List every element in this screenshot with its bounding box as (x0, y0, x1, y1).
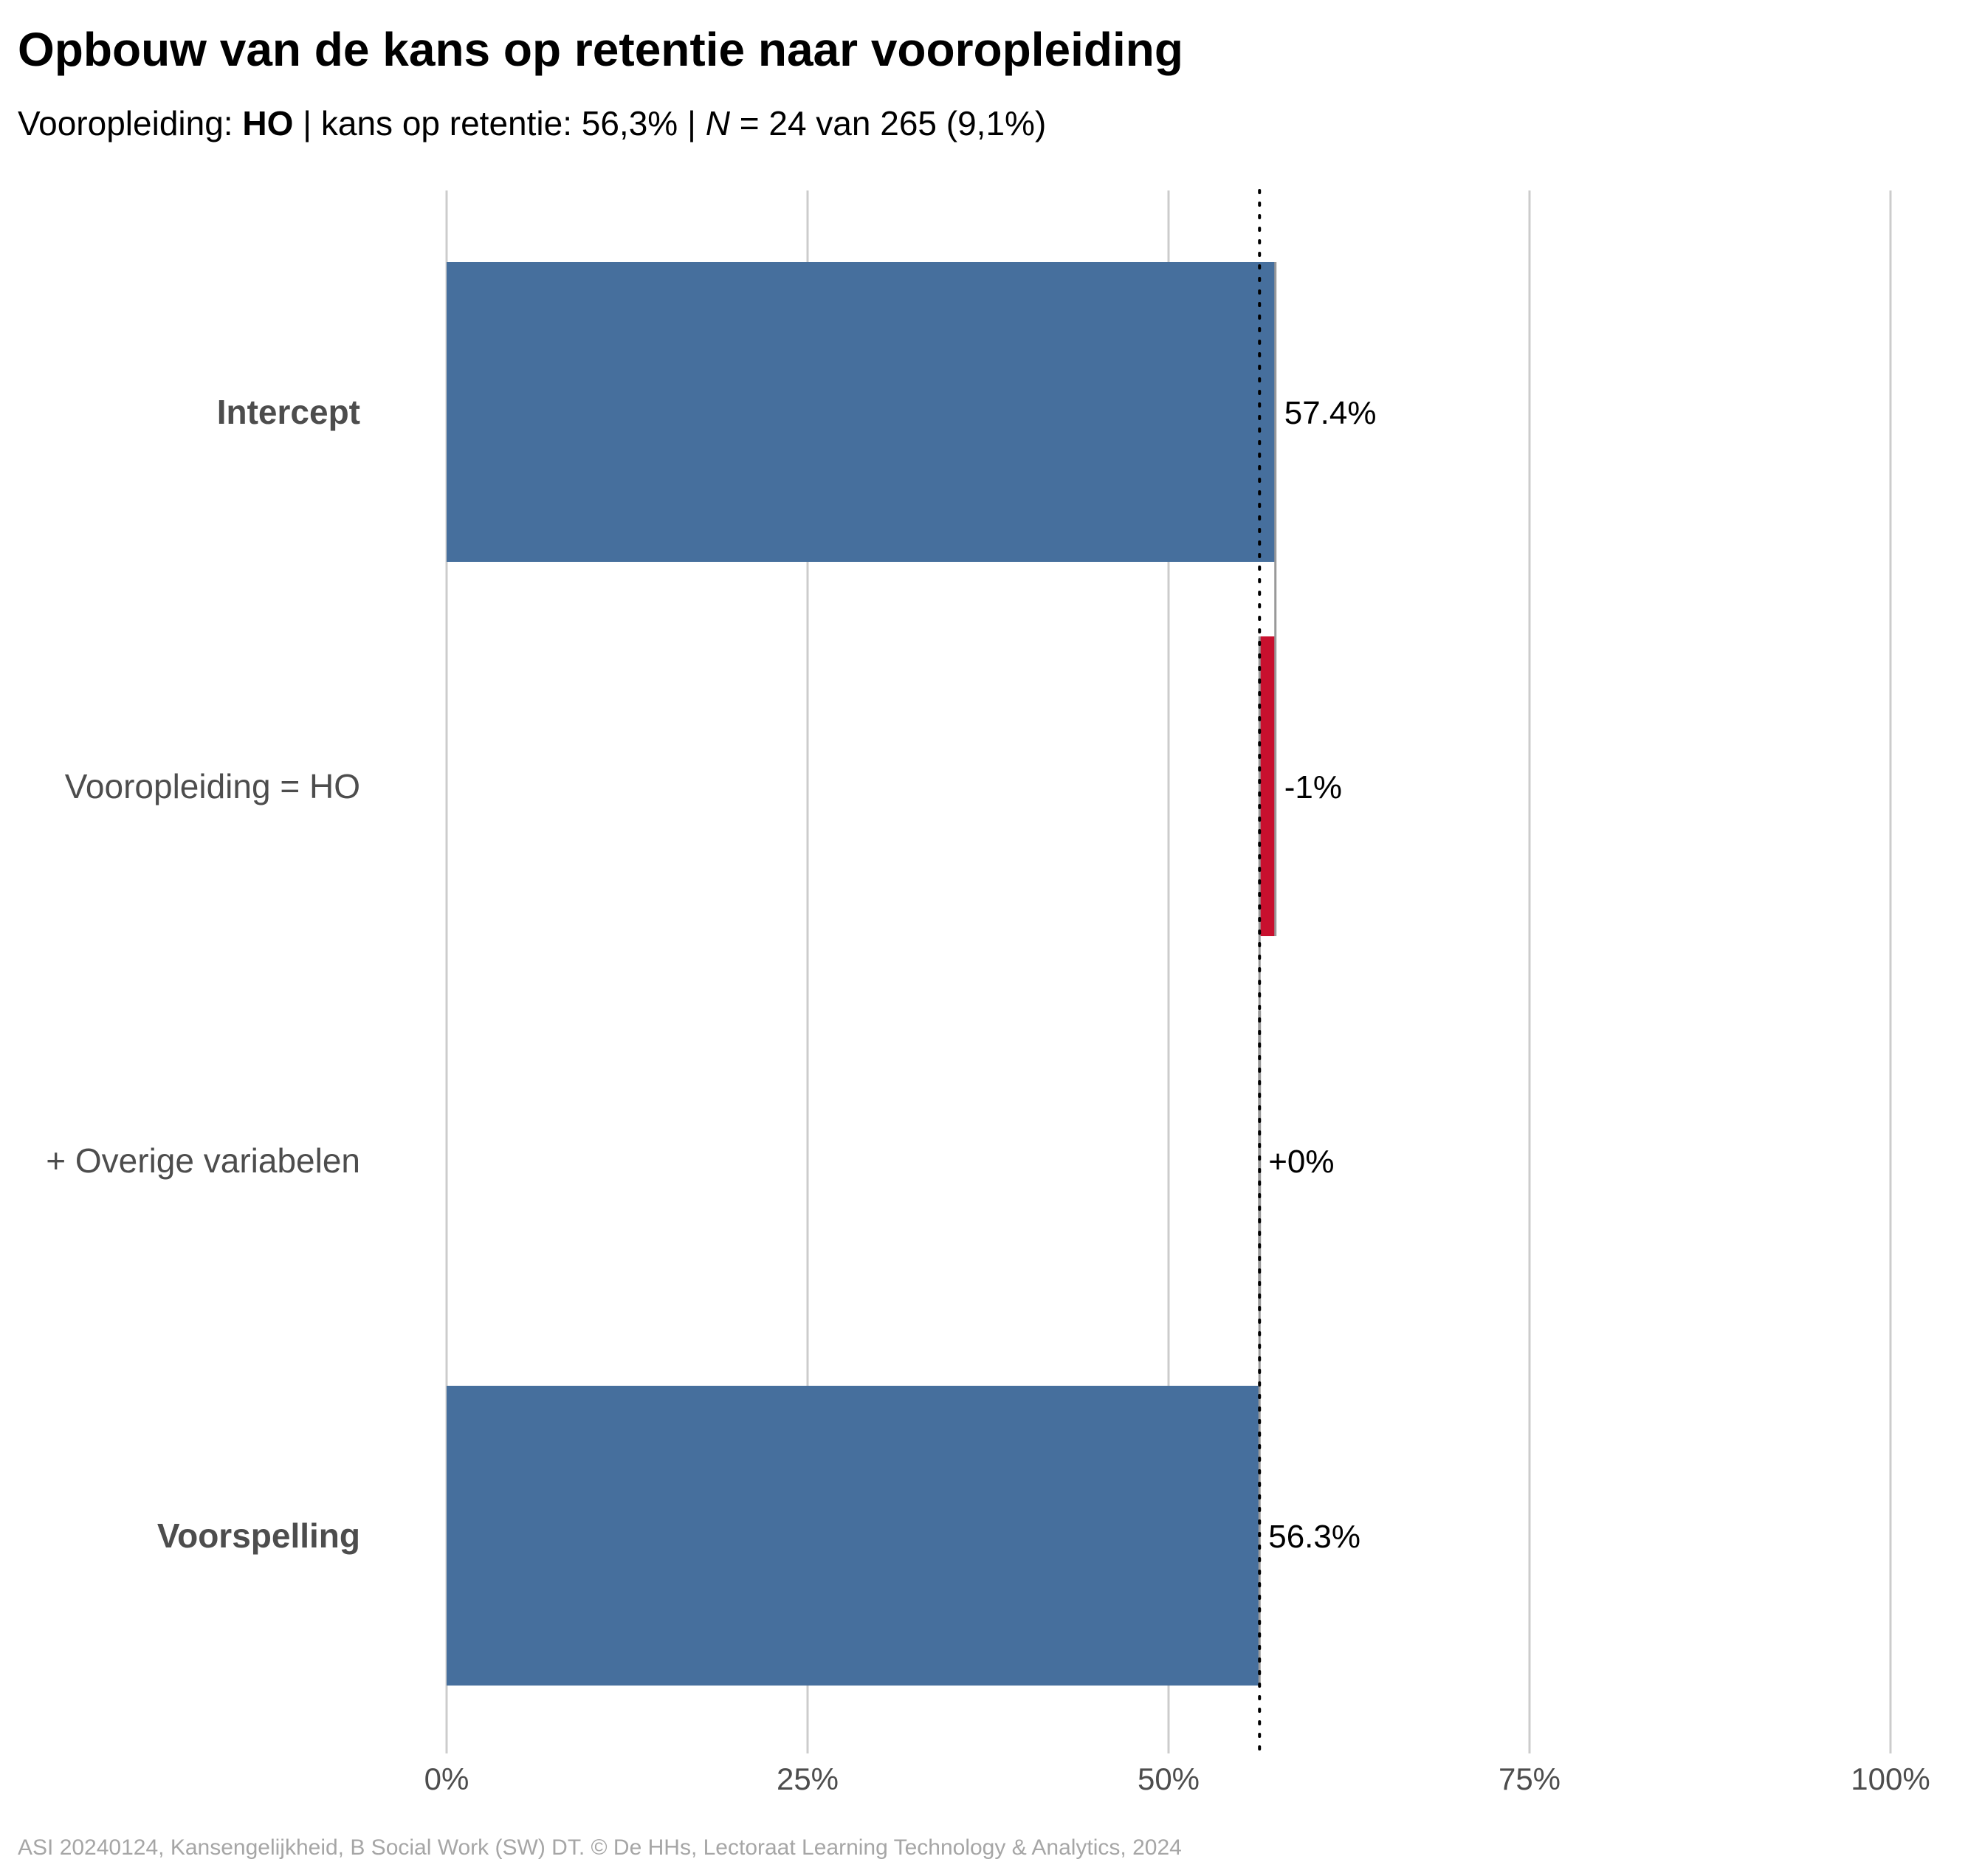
x-tick-label: 100% (1851, 1762, 1930, 1796)
value-label: +0% (1268, 1144, 1334, 1180)
chart-caption: ASI 20240124, Kansengelijkheid, B Social… (18, 1835, 1182, 1860)
x-tick-label: 0% (424, 1762, 469, 1796)
subtitle-n-text: = 24 van 265 (9,1%) (729, 104, 1047, 142)
x-tick-label: 75% (1499, 1762, 1561, 1796)
value-label: 56.3% (1268, 1519, 1360, 1555)
bar-1 (1259, 636, 1276, 936)
value-label: 57.4% (1284, 395, 1377, 431)
chart-title: Opbouw van de kans op retentie naar voor… (18, 23, 1183, 76)
value-label: -1% (1284, 769, 1342, 805)
category-label: Intercept (217, 393, 360, 431)
category-label: Vooropleiding = HO (65, 767, 360, 805)
chart-subtitle: Vooropleiding: HO | kans op retentie: 56… (18, 103, 1046, 143)
x-tick-label: 50% (1138, 1762, 1200, 1796)
bar-0 (447, 262, 1276, 562)
subtitle-group: HO (242, 104, 294, 142)
subtitle-n-symbol: N (705, 104, 730, 142)
bar-3 (447, 1386, 1260, 1686)
category-label: + Overige variabelen (46, 1141, 360, 1180)
category-label: Voorspelling (157, 1516, 360, 1555)
subtitle-middle: | kans op retentie: 56,3% | (293, 104, 706, 142)
x-tick-label: 25% (777, 1762, 839, 1796)
subtitle-prefix: Vooropleiding: (18, 104, 243, 142)
